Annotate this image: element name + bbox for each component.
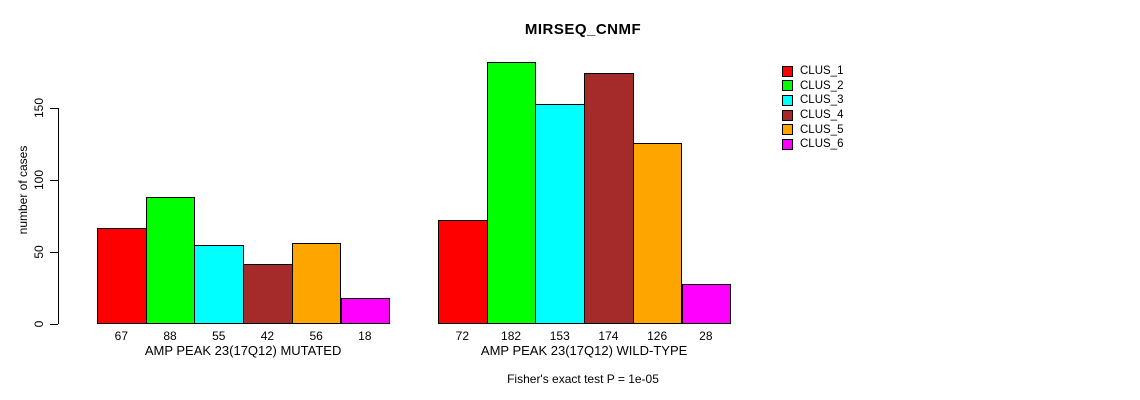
- legend: CLUS_1 CLUS_2 CLUS_3 CLUS_4 CLUS_5 CLUS_6: [782, 64, 843, 152]
- y-tick-mark: [50, 179, 58, 181]
- legend-label: CLUS_6: [800, 138, 844, 151]
- chart-title: MIRSEQ_CNMF: [524, 21, 642, 38]
- annotation-text: Fisher's exact test P = 1e-05: [507, 372, 659, 386]
- group-label: AMP PEAK 23(17Q12) MUTATED: [144, 343, 342, 358]
- bar-value-label: 18: [358, 329, 372, 343]
- y-tick-mark: [50, 251, 58, 253]
- y-axis-label: number of cases: [16, 145, 30, 235]
- legend-item: CLUS_6: [782, 137, 843, 152]
- y-tick-mark: [50, 107, 58, 109]
- bar: [97, 227, 147, 324]
- y-tick-label: 50: [32, 245, 46, 259]
- legend-label: CLUS_5: [800, 123, 844, 136]
- legend-label: CLUS_1: [800, 65, 844, 78]
- bar-value-label: 28: [699, 329, 713, 343]
- bar-value-label: 153: [549, 329, 570, 343]
- legend-item: CLUS_3: [782, 93, 843, 108]
- legend-swatch: [782, 124, 793, 136]
- legend-label: CLUS_3: [800, 94, 844, 107]
- legend-item: CLUS_1: [782, 64, 843, 79]
- bar: [194, 244, 245, 324]
- bar: [632, 142, 683, 324]
- group-label: AMP PEAK 23(17Q12) WILD-TYPE: [480, 343, 688, 358]
- y-tick-label: 0: [32, 320, 46, 328]
- bar: [438, 220, 488, 324]
- legend-item: CLUS_5: [782, 122, 843, 137]
- legend-swatch: [782, 109, 793, 121]
- legend-label: CLUS_2: [800, 79, 844, 92]
- y-tick-mark: [50, 323, 58, 325]
- bar: [243, 263, 293, 324]
- legend-swatch: [782, 94, 793, 106]
- bar-value-label: 67: [114, 329, 129, 343]
- bar-value-label: 126: [647, 329, 668, 343]
- y-tick-label: 100: [32, 169, 46, 191]
- legend-label: CLUS_4: [800, 109, 844, 122]
- bar-value-label: 56: [309, 329, 323, 343]
- bar: [535, 103, 586, 324]
- bar: [681, 283, 732, 324]
- legend-item: CLUS_2: [782, 79, 843, 94]
- bar: [340, 298, 391, 324]
- legend-swatch: [782, 138, 793, 150]
- bar-value-label: 42: [260, 329, 275, 343]
- bar: [584, 73, 634, 324]
- y-tick-label: 150: [32, 97, 46, 119]
- bar-value-label: 55: [212, 329, 226, 343]
- bar: [145, 197, 196, 324]
- y-axis-line: [58, 108, 59, 324]
- legend-swatch: [782, 80, 793, 92]
- bar: [291, 243, 342, 324]
- bar: [486, 61, 537, 324]
- bar-value-label: 174: [598, 329, 619, 343]
- bar-value-label: 88: [163, 329, 177, 343]
- legend-item: CLUS_4: [782, 108, 843, 123]
- legend-swatch: [782, 65, 793, 77]
- bar-value-label: 72: [455, 329, 470, 343]
- bar-value-label: 182: [501, 329, 522, 343]
